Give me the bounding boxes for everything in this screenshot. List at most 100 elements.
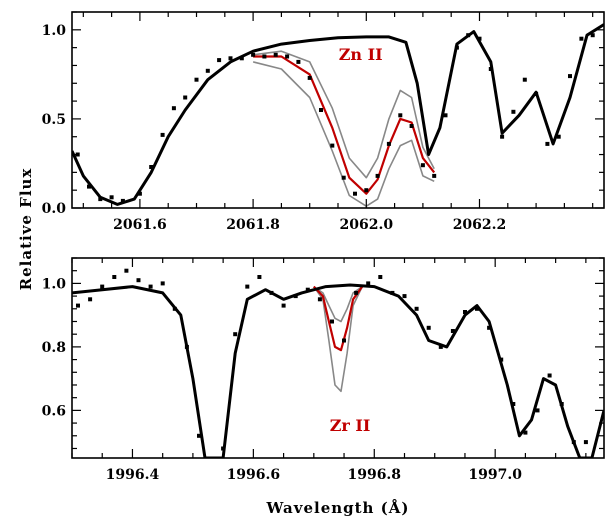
data-point — [414, 306, 419, 311]
data-point — [137, 191, 142, 196]
y-axis-label: Relative Flux — [17, 168, 35, 291]
data-point — [239, 56, 244, 61]
data-point — [571, 440, 576, 445]
data-point — [579, 36, 584, 41]
data-point — [305, 287, 310, 292]
x-axis-label: Wavelength (Å) — [265, 499, 409, 517]
data-point — [547, 373, 552, 378]
data-point — [160, 281, 165, 286]
data-point — [535, 408, 540, 413]
data-point — [511, 109, 516, 114]
data-point — [454, 45, 459, 50]
data-point — [269, 290, 274, 295]
data-point — [466, 33, 471, 38]
data-point — [463, 310, 467, 314]
y-tick-label: 0.6 — [42, 403, 66, 419]
data-point — [124, 268, 129, 273]
data-point — [120, 198, 125, 203]
upper-bound-line — [313, 285, 363, 323]
data-point — [426, 325, 431, 330]
data-point — [488, 67, 493, 71]
data-point — [330, 143, 335, 148]
data-point — [281, 303, 286, 308]
x-tick-label: 2061.8 — [226, 217, 280, 233]
data-point — [217, 58, 222, 63]
data-point — [420, 163, 425, 168]
data-point — [366, 281, 371, 286]
data-point — [245, 284, 250, 289]
data-point — [317, 297, 322, 302]
data-point — [273, 52, 278, 57]
data-point — [402, 294, 407, 299]
x-tick-label: 1996.4 — [106, 467, 160, 483]
data-point — [307, 75, 312, 80]
data-point — [583, 440, 588, 445]
y-tick-label: 1.0 — [42, 23, 67, 39]
data-point — [390, 290, 395, 295]
model-without-line-line — [72, 23, 604, 206]
y-tick-label: 0.0 — [42, 201, 67, 217]
data-point — [378, 275, 383, 279]
data-point — [559, 402, 564, 406]
data-point — [556, 134, 561, 139]
x-tick-label: 1997.0 — [468, 467, 522, 483]
data-point — [296, 59, 301, 64]
data-point — [285, 54, 290, 59]
x-tick-label: 1996.8 — [347, 467, 401, 483]
data-point — [409, 124, 414, 128]
data-point — [75, 152, 80, 157]
plot-frame — [71, 257, 605, 459]
data-point — [354, 290, 359, 295]
top-panel: 2061.6 2061.8 2062.0 2062.2 0.0 0.5 1.0 Zn II — [42, 11, 605, 233]
data-point — [257, 275, 262, 279]
data-point — [112, 275, 117, 279]
data-point — [172, 306, 177, 311]
x-tick-label: 2061.6 — [113, 217, 167, 233]
data-point — [353, 191, 357, 196]
data-point — [194, 77, 199, 82]
data-point — [319, 108, 323, 112]
data-point — [109, 195, 114, 200]
data-point — [184, 344, 189, 349]
x-tick-label: 2062.0 — [340, 217, 394, 233]
line-annotation: Zr II — [330, 416, 371, 435]
data-point — [293, 294, 298, 299]
data-point — [197, 433, 201, 438]
data-point — [511, 402, 516, 406]
model-without-line-line — [72, 283, 604, 458]
data-point — [568, 74, 572, 79]
data-point — [500, 134, 505, 139]
data-point — [523, 430, 528, 435]
data-point — [432, 173, 437, 178]
data-point — [205, 68, 210, 73]
data-point — [183, 95, 188, 100]
x-tick-label: 2062.2 — [453, 217, 507, 233]
data-point — [475, 306, 479, 311]
best-fit-line — [253, 55, 436, 195]
data-point — [251, 52, 256, 57]
data-point — [233, 332, 238, 337]
data-point — [171, 106, 176, 111]
data-point — [364, 188, 369, 193]
upper-bound-line — [252, 50, 435, 179]
data-point — [262, 54, 267, 59]
data-point — [450, 329, 455, 333]
line-annotation: Zn II — [339, 45, 383, 64]
data-point — [136, 278, 141, 283]
data-point — [330, 319, 334, 324]
y-tick-label: 0.5 — [42, 112, 66, 128]
data-point — [76, 303, 80, 308]
bottom-panel: 1996.4 1996.6 1996.8 1997.0 0.6 0.8 1.0 Zr II — [42, 257, 605, 483]
data-point — [534, 92, 539, 96]
best-fit-line — [313, 285, 364, 352]
data-point — [499, 357, 504, 362]
data-point — [522, 77, 527, 82]
data-point — [341, 175, 346, 180]
lower-bound-line — [313, 286, 363, 393]
data-point — [149, 165, 154, 169]
lower-bound-line — [252, 61, 435, 207]
data-point — [87, 184, 91, 189]
data-point — [375, 173, 380, 178]
data-point — [477, 36, 482, 41]
